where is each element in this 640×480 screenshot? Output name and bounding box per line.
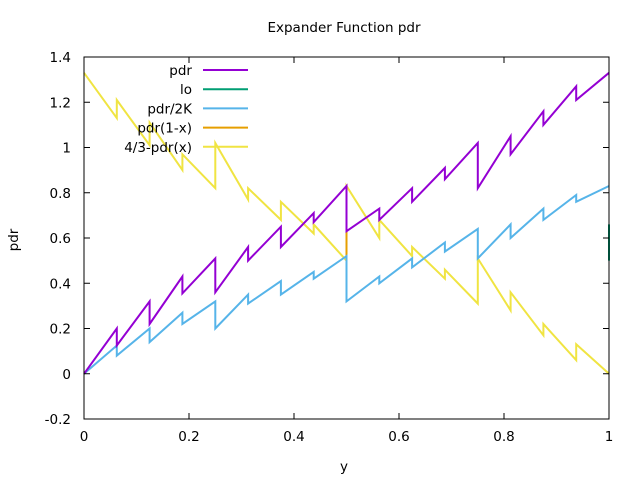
- chart-title: Expander Function pdr: [267, 20, 420, 36]
- y-tick-label: 1.2: [50, 95, 71, 111]
- y-tick-label: 0.6: [50, 231, 71, 247]
- x-tick-label: 0.8: [493, 429, 514, 445]
- y-tick-label: 0: [62, 367, 71, 383]
- x-tick-label: 0.2: [178, 429, 199, 445]
- legend-label: pdr(1-x): [137, 121, 192, 137]
- series-line: [83, 72, 610, 375]
- y-tick-label: 0.8: [50, 186, 71, 202]
- y-axis-label: pdr: [6, 228, 22, 251]
- x-tick-label: 0: [80, 429, 89, 445]
- y-tick-label: -0.2: [45, 412, 71, 428]
- axes: 0 0.2 0.4 0.6 0.8 1 -0.2 0 0.2 0.4 0.6 0.8 1 1.2 1.4: [45, 50, 614, 445]
- legend-label: pdr/2K: [147, 101, 193, 117]
- y-tick-label: 1.4: [50, 50, 71, 66]
- series-layer: [83, 72, 610, 375]
- series-line: [83, 185, 610, 375]
- legend-label: 4/3-pdr(x): [124, 140, 192, 156]
- y-tick-label: 0.2: [50, 322, 71, 338]
- x-axis-label: y: [340, 459, 348, 475]
- y-tick-label: 1: [62, 141, 71, 157]
- y-tick-label: 0.4: [50, 276, 71, 292]
- legend-label: lo: [180, 82, 192, 98]
- legend: pdr lo pdr/2K pdr(1-x) 4/3-pdr(x): [124, 63, 248, 156]
- x-tick-label: 0.4: [283, 429, 304, 445]
- x-tick-label: 1: [605, 429, 614, 445]
- legend-label: pdr: [169, 63, 192, 79]
- x-tick-label: 0.6: [388, 429, 409, 445]
